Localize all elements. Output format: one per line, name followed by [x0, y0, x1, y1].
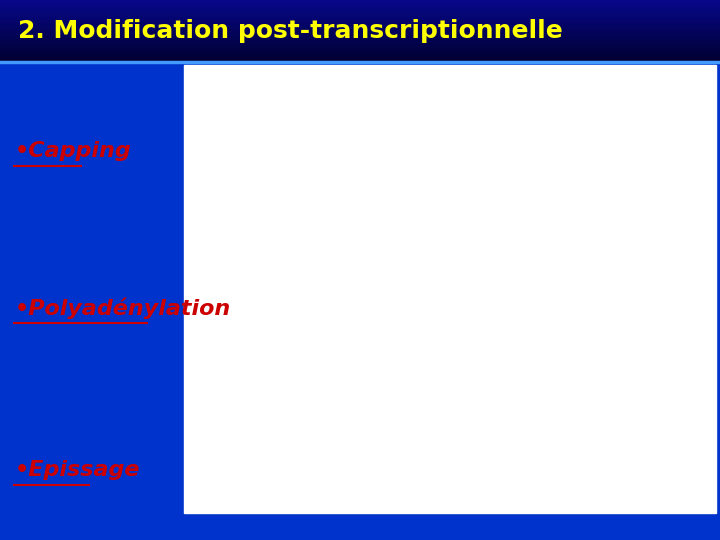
FancyBboxPatch shape	[0, 35, 720, 37]
FancyBboxPatch shape	[0, 60, 720, 62]
FancyBboxPatch shape	[0, 23, 720, 25]
FancyBboxPatch shape	[0, 24, 720, 26]
FancyBboxPatch shape	[0, 14, 720, 16]
FancyBboxPatch shape	[0, 28, 720, 30]
FancyBboxPatch shape	[0, 43, 720, 45]
Text: 2. Modification post-transcriptionnelle: 2. Modification post-transcriptionnelle	[18, 19, 563, 43]
FancyBboxPatch shape	[0, 40, 720, 42]
FancyBboxPatch shape	[0, 51, 720, 53]
Text: •Capping: •Capping	[14, 141, 131, 161]
FancyBboxPatch shape	[0, 49, 720, 51]
FancyBboxPatch shape	[0, 17, 720, 18]
FancyBboxPatch shape	[0, 4, 720, 6]
FancyBboxPatch shape	[0, 3, 720, 5]
FancyBboxPatch shape	[0, 18, 720, 20]
FancyBboxPatch shape	[0, 48, 720, 50]
FancyBboxPatch shape	[0, 21, 720, 23]
FancyBboxPatch shape	[0, 44, 720, 46]
FancyBboxPatch shape	[0, 26, 720, 28]
FancyBboxPatch shape	[0, 6, 720, 8]
Text: •Polyadénylation: •Polyadénylation	[14, 297, 230, 319]
FancyBboxPatch shape	[0, 10, 720, 12]
FancyBboxPatch shape	[0, 32, 720, 34]
FancyBboxPatch shape	[0, 30, 720, 32]
FancyBboxPatch shape	[0, 1, 720, 3]
FancyBboxPatch shape	[0, 19, 720, 22]
FancyBboxPatch shape	[184, 65, 716, 513]
FancyBboxPatch shape	[0, 58, 720, 60]
FancyBboxPatch shape	[0, 0, 720, 2]
FancyBboxPatch shape	[0, 29, 720, 31]
FancyBboxPatch shape	[0, 57, 720, 59]
FancyBboxPatch shape	[0, 7, 720, 9]
FancyBboxPatch shape	[0, 33, 720, 36]
FancyBboxPatch shape	[0, 46, 720, 48]
FancyBboxPatch shape	[0, 54, 720, 56]
FancyBboxPatch shape	[0, 52, 720, 55]
FancyBboxPatch shape	[0, 12, 720, 14]
FancyBboxPatch shape	[0, 56, 720, 57]
FancyBboxPatch shape	[0, 42, 720, 44]
FancyBboxPatch shape	[0, 9, 720, 11]
FancyBboxPatch shape	[0, 38, 720, 40]
FancyBboxPatch shape	[0, 15, 720, 17]
FancyBboxPatch shape	[0, 37, 720, 39]
Text: •Epissage: •Epissage	[14, 460, 140, 480]
